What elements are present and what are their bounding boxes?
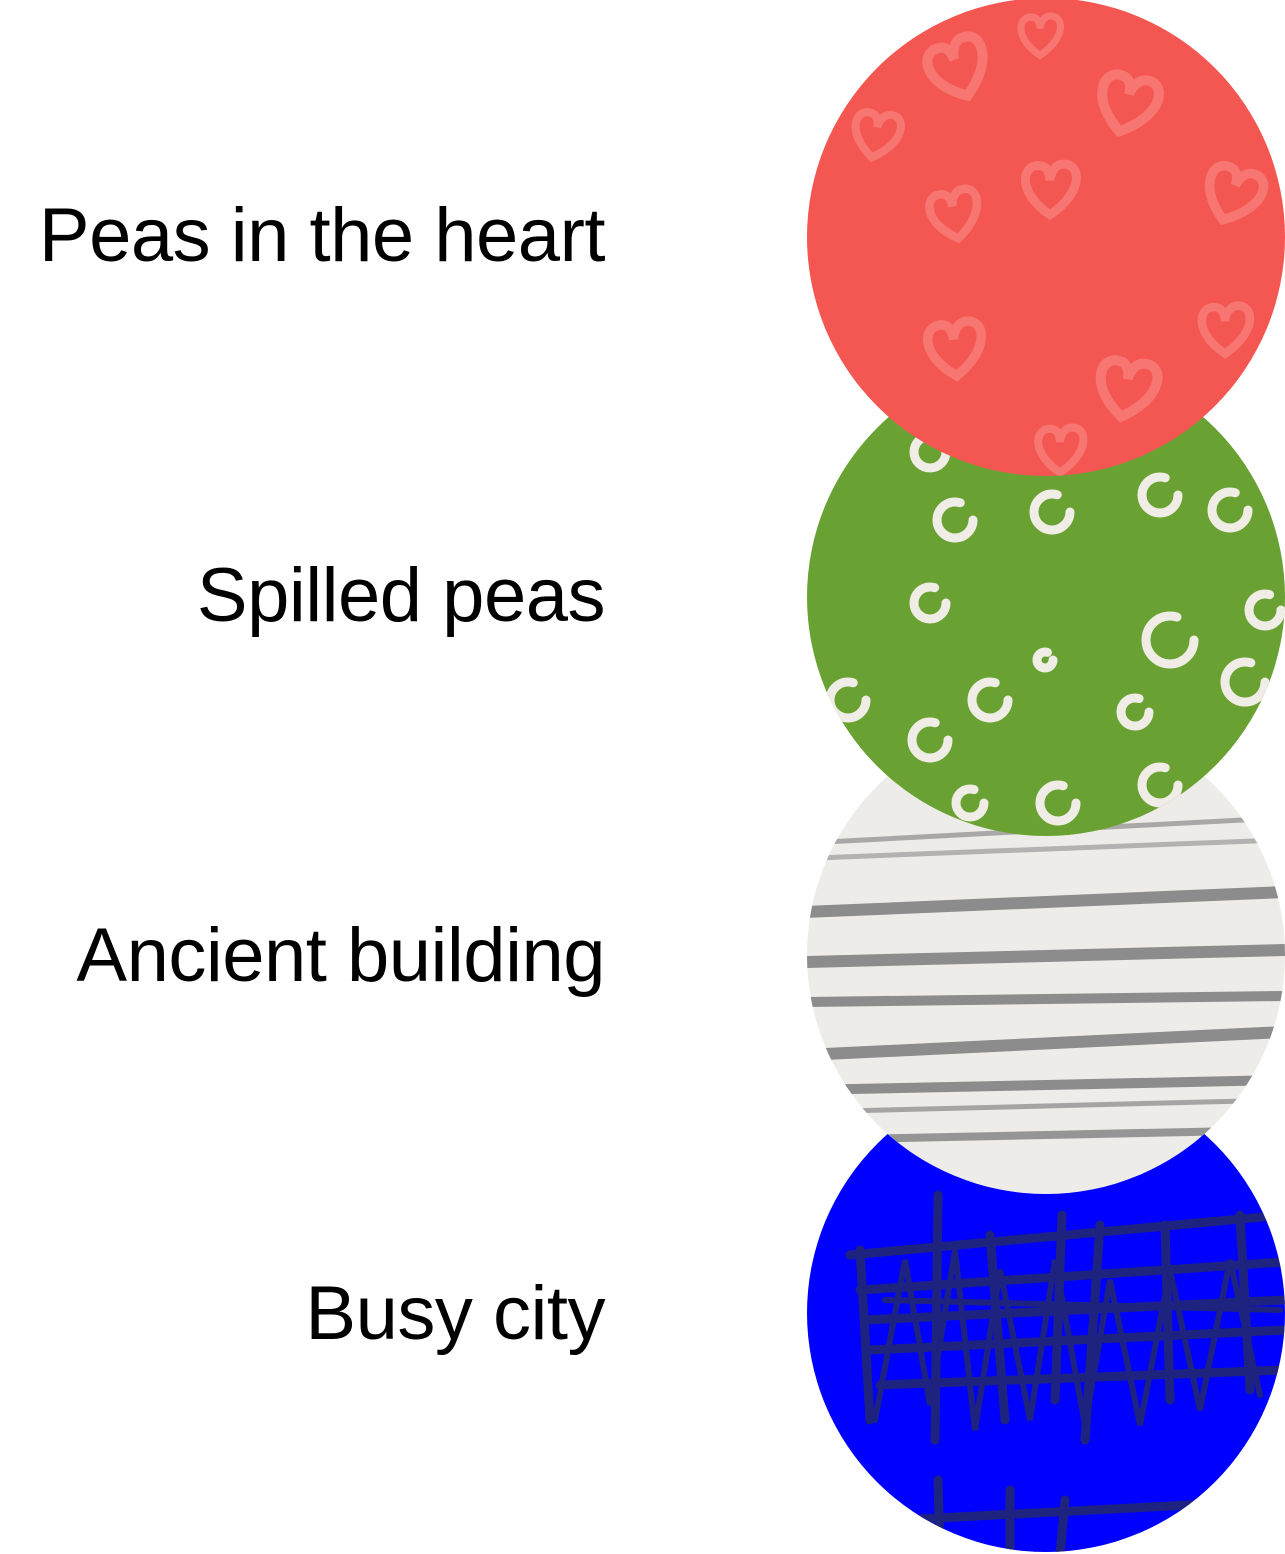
stripe-mark — [807, 1075, 1285, 1095]
scribble-line-mark — [855, 1257, 1285, 1295]
pea-mark — [1032, 647, 1058, 673]
pea-mark — [1035, 780, 1081, 826]
legend-label-busy-city: Busy city — [305, 1271, 605, 1356]
scribble-path-mark — [882, 1297, 1283, 1313]
stripe-mark — [812, 837, 1283, 861]
scribble-line-mark — [933, 1475, 945, 1552]
heart-mark — [1204, 160, 1269, 226]
heart-mark — [1197, 301, 1255, 359]
stripe-mark — [807, 991, 1285, 1007]
scribble-grid-pattern-icon — [845, 1190, 1285, 1552]
legend-label-ancient-building: Ancient building — [76, 913, 605, 998]
stripe-mark — [807, 1097, 1285, 1115]
pea-mark — [907, 717, 953, 763]
scribble-line-mark — [1235, 1210, 1255, 1395]
legend-label-peas-in-the-heart: Peas in the heart — [38, 193, 606, 278]
stripe-mark — [807, 886, 1285, 918]
pea-mark — [1141, 611, 1199, 669]
pea-mark — [951, 784, 989, 822]
swatch-busy-city — [807, 1074, 1285, 1552]
scribble-line-mark — [985, 1230, 1010, 1425]
horizontal-stripes-pattern-icon — [807, 815, 1285, 1144]
stripe-mark — [807, 944, 1285, 968]
pea-mark — [1137, 472, 1183, 518]
scribble-path-mark — [872, 1249, 1263, 1431]
pea-mark — [1244, 589, 1285, 631]
scribble-line-mark — [855, 1245, 875, 1425]
pea-mark — [1029, 489, 1075, 535]
stripe-mark — [807, 1126, 1285, 1144]
pea-mark — [932, 497, 978, 543]
scribble-line-mark — [1055, 1495, 1070, 1552]
heart-mark — [922, 31, 988, 102]
scribble-line-mark — [845, 1210, 1285, 1260]
peas-in-the-heart-swatch-fill — [807, 0, 1285, 476]
pea-mark — [1116, 693, 1154, 731]
heart-mark — [1097, 69, 1164, 138]
stripe-mark — [807, 1026, 1285, 1061]
legend-label-spilled-peas: Spilled peas — [196, 553, 606, 638]
scribble-line-mark — [930, 1190, 943, 1445]
heart-mark — [851, 108, 905, 163]
pea-mark — [1220, 657, 1270, 707]
swatch-ancient-building — [807, 716, 1285, 1194]
pea-mark — [967, 677, 1013, 723]
heart-mark — [923, 316, 986, 382]
scribble-line-mark — [875, 1365, 1285, 1390]
pea-mark — [1207, 487, 1253, 533]
scribble-line-mark — [1160, 1220, 1175, 1405]
swatch-peas-in-the-heart — [807, 0, 1285, 476]
pea-mark — [909, 582, 951, 624]
heart-mark — [1017, 12, 1064, 60]
heart-mark — [925, 184, 982, 244]
pea-mark — [1137, 762, 1183, 808]
scribble-line-mark — [1050, 1210, 1067, 1405]
